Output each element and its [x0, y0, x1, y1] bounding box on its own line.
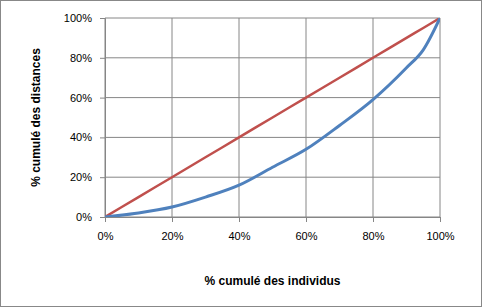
grid-line-x	[239, 18, 240, 217]
x-tick-label: 60%	[295, 230, 317, 242]
y-tick-label: 80%	[70, 52, 92, 64]
grid-line-y	[105, 18, 440, 19]
grid-line-y	[105, 97, 440, 98]
y-tick-mark	[100, 18, 105, 19]
series-line	[105, 18, 440, 217]
plot: 0% 20% 40% 60% 80% 100% 0% 20% 40% 60% 80% 100%	[64, 12, 455, 242]
grid-line-y	[105, 177, 440, 178]
grid-line-y	[105, 137, 440, 138]
x-tick: 100%	[426, 217, 454, 242]
x-tick-mark	[306, 217, 307, 222]
y-tick-mark	[100, 58, 105, 59]
y-tick: 100%	[64, 12, 105, 24]
series-group	[105, 18, 440, 217]
y-tick-label: 60%	[70, 92, 92, 104]
grid-line-y	[105, 57, 440, 58]
y-tick-mark	[100, 177, 105, 178]
x-axis-title: % cumulé des individus	[204, 274, 340, 288]
y-tick-mark	[100, 98, 105, 99]
grid-line-x	[440, 18, 441, 217]
x-axis: 0% 20% 40% 60% 80% 100%	[98, 217, 455, 242]
series-line	[105, 18, 440, 217]
x-tick-mark	[440, 217, 441, 222]
x-tick: 0%	[98, 217, 114, 242]
grid-line-x	[306, 18, 307, 217]
y-axis-line	[100, 19, 106, 218]
x-tick-label: 20%	[161, 230, 183, 242]
x-tick-mark	[172, 217, 173, 222]
y-tick-mark	[100, 217, 105, 218]
y-tick: 20%	[70, 171, 105, 183]
grid-line-x	[172, 18, 173, 217]
chart-frame	[1, 1, 482, 307]
y-tick-label: 0%	[76, 211, 92, 223]
x-tick: 40%	[228, 217, 250, 242]
x-tick-label: 100%	[426, 230, 454, 242]
x-axis-line	[106, 218, 441, 223]
x-tick-label: 80%	[362, 230, 384, 242]
y-tick-label: 40%	[70, 131, 92, 143]
y-axis: 0% 20% 40% 60% 80% 100%	[64, 12, 106, 223]
y-axis-title: % cumulé des distances	[29, 48, 43, 187]
y-tick-label: 20%	[70, 171, 92, 183]
grid	[105, 18, 440, 217]
x-tick: 20%	[161, 217, 183, 242]
x-tick-label: 40%	[228, 230, 250, 242]
x-tick-mark	[373, 217, 374, 222]
y-tick: 0%	[76, 211, 105, 223]
y-tick: 60%	[70, 92, 105, 104]
y-tick: 80%	[70, 52, 105, 64]
x-tick: 80%	[362, 217, 384, 242]
x-tick: 60%	[295, 217, 317, 242]
grid-line-x	[373, 18, 374, 217]
chart: 0% 20% 40% 60% 80% 100% 0% 20% 40% 60% 80% 100% % cu…	[0, 0, 482, 307]
x-tick-mark	[239, 217, 240, 222]
x-tick-label: 0%	[98, 230, 114, 242]
y-tick-mark	[100, 137, 105, 138]
y-tick-label: 100%	[64, 12, 92, 24]
y-tick: 40%	[70, 131, 105, 143]
